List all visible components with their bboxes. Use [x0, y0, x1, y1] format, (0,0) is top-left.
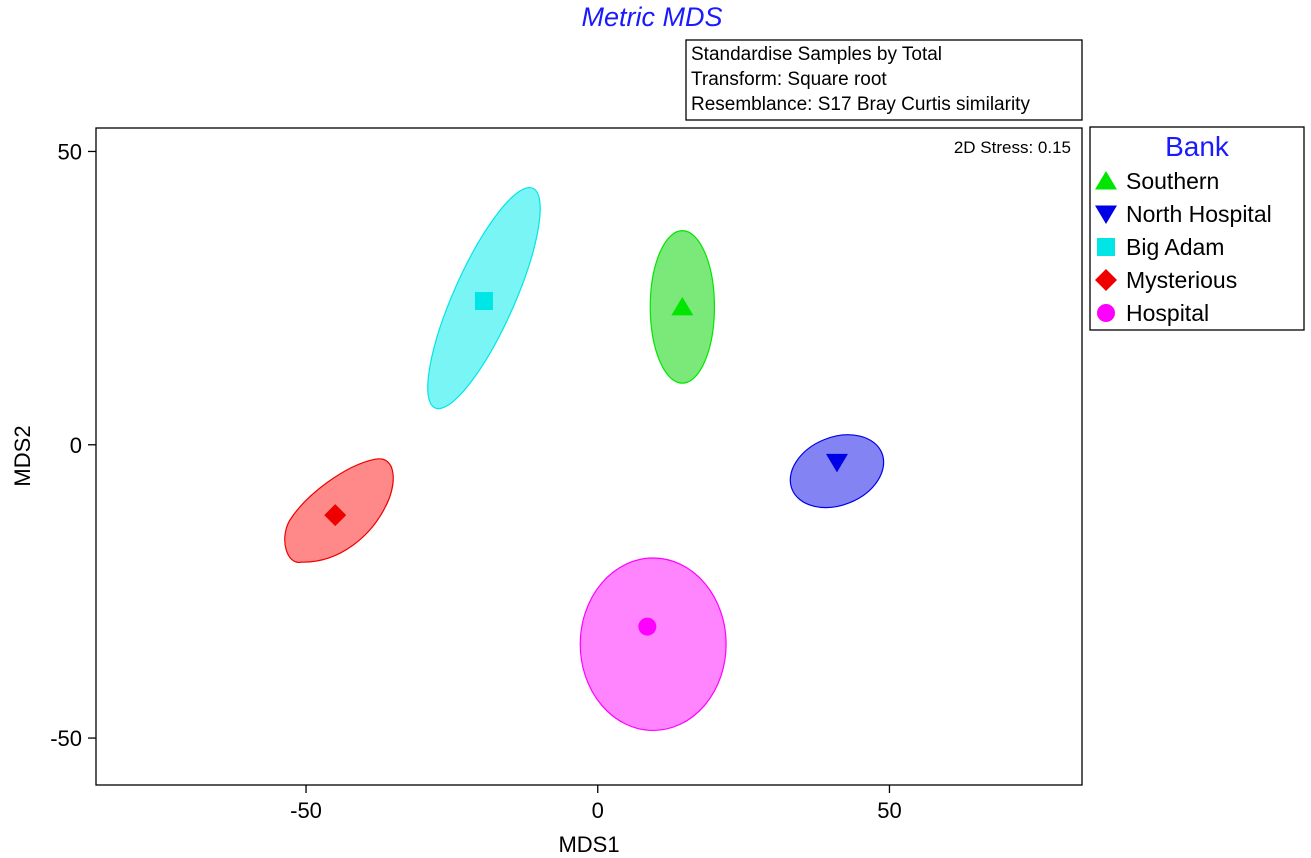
x-tick-label: 50 — [877, 798, 901, 823]
marker-layer — [324, 292, 848, 636]
point-southern — [671, 296, 694, 316]
info-line-standardise: Standardise Samples by Total — [691, 44, 942, 65]
info-line-transform: Transform: Square root — [691, 69, 887, 90]
legend-label-mysterious: Mysterious — [1126, 267, 1237, 293]
legend-marker-southern — [1095, 171, 1117, 190]
y-tick-label: -50 — [50, 726, 82, 751]
y-tick-label: 0 — [70, 433, 82, 458]
legend-title: Bank — [1165, 131, 1230, 162]
legend-label-north-hospital: North Hospital — [1126, 201, 1272, 227]
legend-marker-big-adam — [1097, 238, 1115, 256]
legend-label-big-adam: Big Adam — [1126, 234, 1224, 260]
axis-ticks: -50 0 50 -50 0 50 — [50, 139, 902, 823]
legend-items: Southern North Hospital Big Adam Mysterious… — [1095, 168, 1272, 326]
legend-marker-north-hospital — [1095, 205, 1117, 224]
legend: Bank Southern North Hospital Big Adam Myste… — [1089, 126, 1305, 331]
point-big-adam — [474, 292, 493, 311]
x-tick-label: 0 — [592, 798, 604, 823]
legend-label-hospital: Hospital — [1126, 300, 1209, 326]
ellipse-hospital — [579, 557, 727, 732]
point-hospital — [638, 617, 657, 636]
legend-label-southern: Southern — [1126, 168, 1219, 194]
info-box: Standardise Samples by Total Transform: … — [685, 39, 1083, 121]
info-line-resemblance: Resemblance: S17 Bray Curtis similarity — [691, 94, 1030, 115]
point-mysterious — [324, 504, 347, 527]
point-north-hospital — [825, 453, 848, 473]
x-axis-label: MDS1 — [558, 832, 619, 857]
x-tick-label: -50 — [290, 798, 322, 823]
y-tick-label: 50 — [58, 139, 82, 164]
info-box-border — [685, 39, 1083, 121]
chart-title: Metric MDS — [582, 2, 723, 32]
stress-label: 2D Stress: 0.15 — [954, 138, 1071, 157]
legend-marker-hospital — [1097, 304, 1115, 322]
legend-border — [1089, 126, 1305, 331]
legend-marker-mysterious — [1095, 269, 1117, 291]
y-axis-label: MDS2 — [10, 425, 35, 486]
